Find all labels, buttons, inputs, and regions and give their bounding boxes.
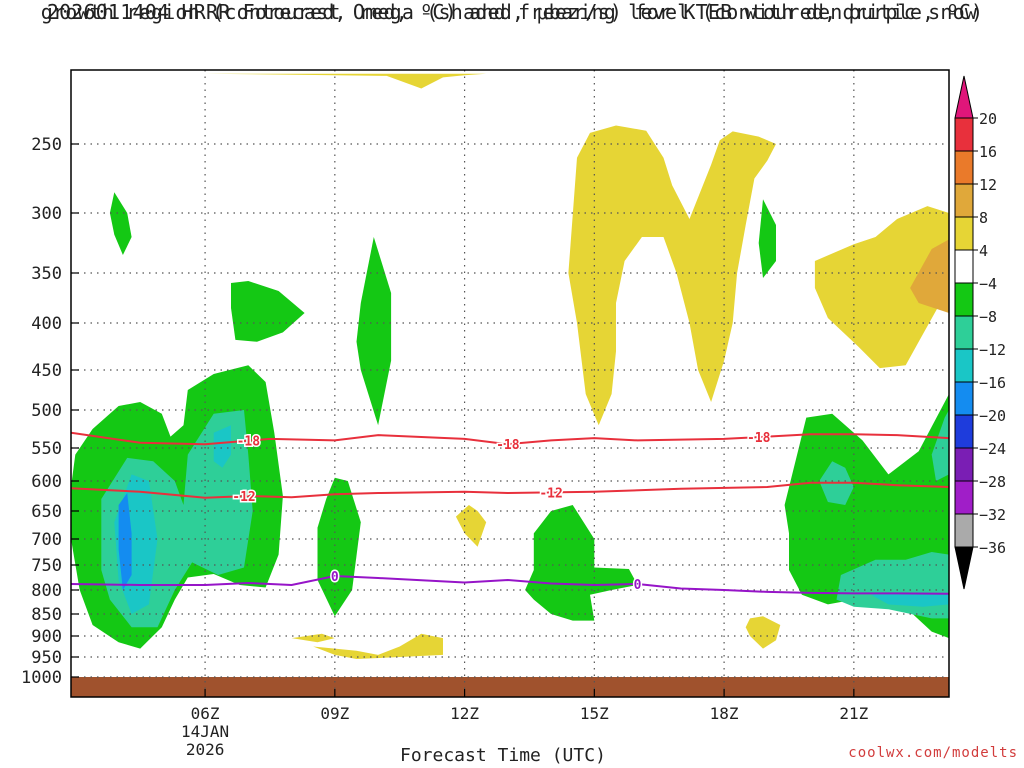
y-tick-label-250: 250 [31,135,62,155]
colorbar-segment-0 [954,117,974,152]
chart-title-line-1: 2026011404 HRRR Forecast Omega (shaded, … [46,0,978,24]
colorbar-label-5: −4 [979,275,997,293]
contour-label-dendritic-bottom-1: -12 [539,486,562,501]
colorbar-segment-12 [954,513,974,548]
omega-region--4-to--8-6 [758,199,776,278]
y-tick-label-700: 700 [31,530,62,550]
x-tick-label-09Z: 09Z [320,704,349,723]
credit-text: coolwx.com/modelts [848,745,1018,761]
contour-freezing-level [71,574,949,595]
plot-frame [70,69,950,698]
colorbar-label-1: 16 [979,143,997,161]
colorbar-label-13: −36 [979,539,1006,557]
omega-region-4-to-8-5 [313,633,443,659]
omega-region-4-to-8-2 [814,206,949,369]
colorbar-segment-10 [954,447,974,482]
contour-label-dendritic-bottom-0: -12 [232,490,255,505]
omega-region-8-to-12-0 [910,239,949,313]
x-tick-label-15Z: 15Z [580,704,609,723]
contour-label-freezing-level-0: 0 [331,570,339,585]
colorbar-bottom-arrow [954,546,974,590]
omega-region--16-to--20-0 [118,493,132,590]
contour-label-dendritic-top-1: -18 [496,438,520,453]
x-tick-sublabel-year: 2026 [186,740,225,759]
colorbar-label-2: 12 [979,176,997,194]
colorbar-segment-4 [954,249,974,284]
colorbar-segment-1 [954,150,974,185]
y-tick-label-500: 500 [31,401,62,421]
omega-region--4-to--8-2 [231,281,305,342]
colorbar-segment-9 [954,414,974,449]
y-tick-label-850: 850 [31,605,62,625]
x-axis-title: Forecast Time (UTC) [400,745,606,766]
colorbar-label-3: 8 [979,209,988,227]
colorbar-segment-7 [954,348,974,383]
omega-region--12-to--16-1 [213,425,231,468]
contour-layer [71,431,949,595]
omega-region--4-to--8-1 [109,192,132,255]
omega-region-4-to-8-6 [745,616,781,649]
y-tick-label-950: 950 [31,648,62,668]
colorbar-label-11: −28 [979,473,1006,491]
y-tick-label-650: 650 [31,502,62,522]
contour-label-freezing-level-1: 0 [634,578,642,593]
colorbar-segment-5 [954,282,974,317]
x-tick-label-18Z: 18Z [710,704,739,723]
y-tick-label-350: 350 [31,264,62,284]
y-tick-label-800: 800 [31,581,62,601]
x-tick-label-12Z: 12Z [450,704,479,723]
y-tick-label-550: 550 [31,439,62,459]
y-tick-label-600: 600 [31,472,62,492]
colorbar-segment-11 [954,480,974,515]
colorbar-label-0: 20 [979,110,997,128]
contour-dendritic-bottom [71,481,949,499]
colorbar-label-12: −32 [979,506,1006,524]
contour-label-dendritic-top-0: -18 [237,435,261,450]
colorbar-segment-8 [954,381,974,416]
colorbar-top-arrow [954,75,974,119]
colorbar-label-4: 4 [979,242,988,260]
colorbar-label-7: −12 [979,341,1006,359]
contour-label-dendritic-top-2: -18 [747,431,771,446]
y-tick-label-400: 400 [31,314,62,334]
omega-region--4-to--8-5 [525,505,638,621]
contour-dendritic-top [71,431,949,446]
y-tick-label-750: 750 [31,556,62,576]
omega-region-4-to-8-0 [205,73,487,89]
y-tick-label-1000: 1000 [21,668,62,688]
contour-label-layer: -18 -18 -18 -12 -12 0 0 [231,430,772,595]
omega-region--4-to--8-4 [317,477,361,617]
ground-layer [71,677,949,697]
x-tick-label-21Z: 21Z [839,704,868,723]
omega-region-4-to-8-3 [455,505,487,547]
y-tick-label-450: 450 [31,361,62,381]
colorbar-segment-2 [954,183,974,218]
y-axis: 2503003504004505005506006507007508008509… [21,135,79,688]
colorbar-segment-3 [954,216,974,251]
omega-region--12-to--16-2 [871,592,949,607]
colorbar-label-6: −8 [979,308,997,326]
ground-below-1000hpa [71,677,949,697]
y-tick-label-300: 300 [31,204,62,224]
y-tick-label-900: 900 [31,627,62,647]
grid-layer [71,70,949,697]
colorbar-label-8: −16 [979,374,1006,392]
colorbar: 20 16 12 8 4 −4 −8 −12 −16 −20 −24 −28 −32 −36 [954,75,1006,590]
omega-region--8-to--12-3 [931,410,949,481]
x-tick-label-06Z: 06Z [191,704,220,723]
omega-region--4-to--8-3 [356,237,392,426]
x-tick-sublabel-date: 14JAN [181,722,229,741]
colorbar-segment-6 [954,315,974,350]
omega-region-4-to-8-4 [291,633,335,643]
colorbar-label-9: −20 [979,407,1006,425]
chart-title-line-2: growth region (contoured, red, ºC) and f… [40,0,984,24]
colorbar-label-10: −24 [979,440,1006,458]
